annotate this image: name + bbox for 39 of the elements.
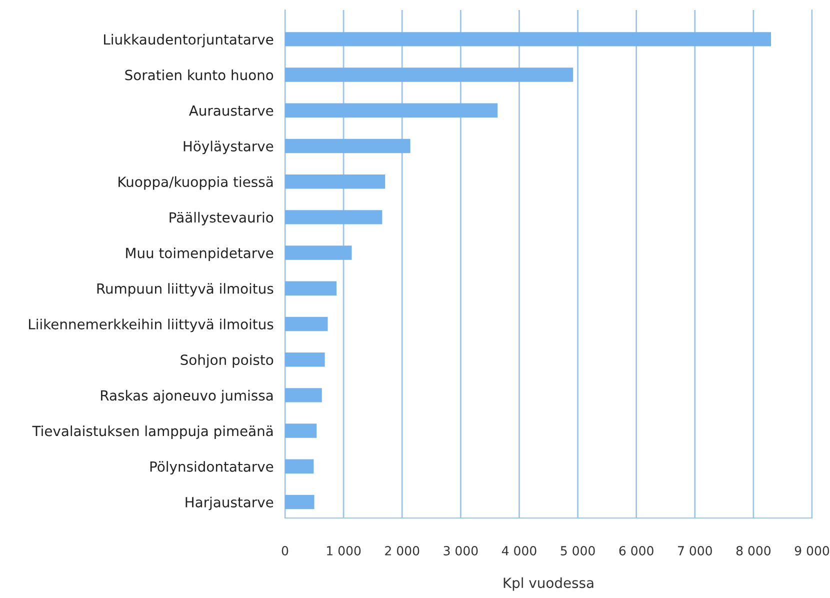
- y-tick-label: Päällystevaurio: [170, 212, 274, 226]
- x-tick-label: 5 000: [560, 546, 595, 556]
- y-tick-label: Höyläystarve: [184, 140, 274, 154]
- x-axis-title: Kpl vuodessa: [504, 577, 594, 591]
- bar: [285, 494, 314, 510]
- y-tick-label: Kuoppa/kuoppia tiessä: [118, 176, 273, 190]
- y-tick-label: Sohjon poisto: [180, 354, 274, 368]
- bar: [285, 459, 314, 474]
- y-tick-label: Soratien kunto huono: [125, 70, 274, 80]
- bar: [285, 138, 410, 154]
- x-tick-label: 9 000: [794, 546, 830, 556]
- x-tick-label: 8 000: [736, 546, 771, 556]
- x-tick-label: 6 000: [619, 546, 654, 556]
- bar: [285, 388, 322, 402]
- x-tick-label: 0: [282, 546, 288, 556]
- y-tick-label: Tievalaistuksen lamppuja pimeänä: [32, 426, 273, 439]
- bar: [285, 32, 772, 46]
- x-tick-label: 7 000: [678, 546, 712, 556]
- bar: [285, 424, 317, 438]
- bar: [285, 103, 498, 118]
- y-tick-label: Auraustarve: [189, 106, 274, 116]
- bar: [285, 281, 337, 296]
- x-tick-label: 2 000: [385, 546, 420, 556]
- y-tick-label: Liukkaudentorjuntatarve: [104, 34, 274, 48]
- bar: [285, 68, 574, 82]
- bar: [285, 210, 382, 224]
- bar: [285, 316, 328, 332]
- y-tick-label: Rumpuun liittyvä ilmoitus: [97, 283, 274, 297]
- y-tick-label: Liikennemerkkeihin liittyvä ilmoitus: [28, 318, 274, 332]
- bar: [285, 352, 325, 367]
- y-tick-label: Pölynsidontatarve: [150, 461, 274, 475]
- x-tick-label: 3 000: [444, 546, 478, 556]
- bar: [285, 246, 352, 260]
- x-tick-label: 4 000: [502, 546, 536, 556]
- x-tick-label: 1 000: [327, 546, 361, 556]
- bar: [285, 174, 386, 189]
- y-tick-label: Muu toimenpidetarve: [126, 248, 274, 261]
- y-tick-label: Raskas ajoneuvo jumissa: [101, 390, 273, 404]
- y-tick-label: Harjaustarve: [186, 496, 274, 510]
